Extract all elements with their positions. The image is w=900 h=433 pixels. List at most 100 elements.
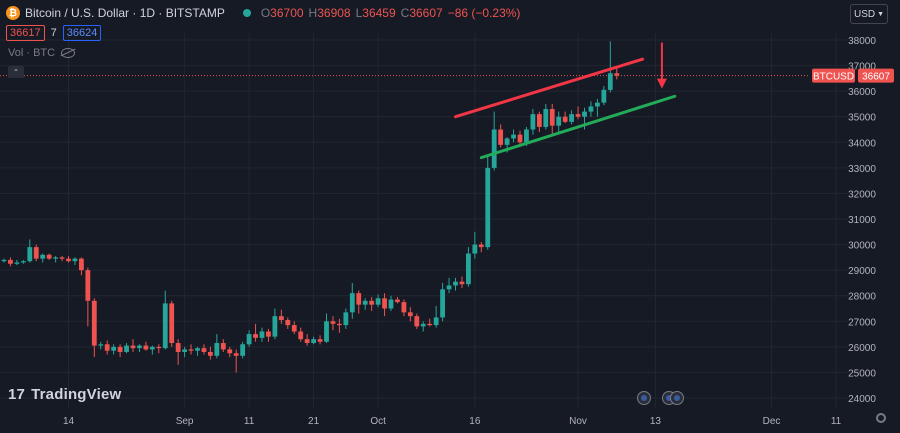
- candle: [414, 313, 420, 329]
- candle: [33, 244, 39, 262]
- ohlc-high-value: 36908: [317, 6, 351, 20]
- candle: [66, 256, 71, 263]
- candle-body: [330, 321, 336, 324]
- candle-body: [459, 281, 465, 285]
- candle: [311, 336, 316, 345]
- candle-body: [266, 331, 271, 337]
- candle: [233, 349, 239, 373]
- candle-body: [8, 259, 13, 264]
- candle-body: [278, 316, 284, 321]
- hide-eye-icon[interactable]: [61, 48, 76, 58]
- candle: [369, 296, 375, 312]
- candle-body: [253, 334, 258, 338]
- candle: [491, 111, 497, 171]
- collapse-legend-button[interactable]: ⌃: [8, 66, 24, 78]
- ohlc-close-value: 36607: [409, 6, 443, 20]
- candle: [143, 341, 149, 351]
- candle-body: [601, 89, 607, 103]
- candle-body: [414, 316, 420, 327]
- us-event-flag-icon[interactable]: [637, 391, 651, 405]
- candle-body: [588, 106, 594, 112]
- candle: [298, 327, 304, 342]
- candle: [569, 110, 574, 125]
- symbol-legend[interactable]: ₿ Bitcoin / U.S. Dollar · 1D · BITSTAMP …: [6, 4, 523, 22]
- buy-button[interactable]: 36624: [62, 25, 102, 41]
- symbol-tag-bg: [812, 68, 855, 83]
- candle: [375, 294, 381, 308]
- candle-body: [104, 344, 110, 351]
- candle-body: [549, 109, 555, 126]
- y-tick-label: 35000: [848, 113, 876, 124]
- candle-body: [175, 343, 181, 352]
- candle: [575, 106, 581, 120]
- sell-button[interactable]: 36617: [6, 25, 45, 41]
- x-tick-label: 21: [308, 416, 320, 427]
- candle: [356, 290, 362, 314]
- y-tick-label: 38000: [848, 36, 876, 47]
- y-tick-label: 37000: [848, 62, 876, 73]
- last-price-tag: 36607: [862, 72, 890, 83]
- candle: [440, 282, 445, 322]
- currency-select[interactable]: USD ▼: [850, 4, 888, 24]
- arrow-head: [656, 78, 667, 89]
- candle: [175, 339, 181, 365]
- candle-body: [388, 299, 394, 309]
- y-tick-label: 30000: [848, 241, 876, 252]
- candle-body: [117, 346, 123, 352]
- y-tick-label: 28000: [848, 292, 876, 303]
- y-tick-label: 31000: [848, 215, 876, 226]
- candle-body: [240, 344, 246, 356]
- candle: [459, 276, 465, 289]
- candle-body: [137, 345, 142, 349]
- candle: [240, 341, 246, 359]
- us-event-flag-icon-3[interactable]: [670, 391, 684, 405]
- candle: [549, 103, 555, 135]
- candle: [433, 305, 439, 328]
- down-arrow-annotation: [656, 42, 667, 89]
- candle-body: [91, 300, 97, 346]
- candle-body: [433, 317, 439, 326]
- candle-body: [169, 303, 175, 344]
- spread-value: 7: [50, 27, 57, 39]
- candle: [395, 296, 400, 304]
- candle-body: [59, 257, 65, 259]
- candle-body: [407, 312, 413, 317]
- x-tick-label: 14: [63, 416, 75, 427]
- resistance-trendline: [454, 57, 645, 119]
- candle-body: [14, 262, 20, 264]
- candle: [1, 258, 7, 263]
- candle: [214, 334, 220, 359]
- candle: [227, 346, 233, 358]
- ohlc-low-key: L: [355, 6, 363, 20]
- settings-gear-icon[interactable]: [876, 413, 886, 423]
- candle-body: [130, 345, 136, 349]
- candle: [156, 344, 162, 354]
- candle-body: [401, 302, 407, 313]
- candle: [27, 239, 33, 263]
- ohlc-open-value: 36700: [270, 6, 304, 20]
- candle-body: [298, 331, 304, 340]
- candle: [595, 98, 600, 117]
- candle-body: [304, 339, 310, 344]
- candle: [111, 344, 117, 355]
- volume-legend[interactable]: Vol · BTC: [8, 47, 76, 59]
- x-tick-label: Dec: [763, 416, 781, 427]
- candle-body: [472, 244, 478, 254]
- candle-body: [395, 299, 400, 303]
- candle-body: [427, 323, 433, 326]
- candle-body: [356, 293, 362, 305]
- candle: [543, 103, 549, 130]
- candle: [607, 41, 613, 93]
- bitcoin-icon: ₿: [6, 6, 20, 20]
- candle: [291, 321, 297, 335]
- ohlc-close-key: C: [400, 6, 410, 20]
- tradingview-logo[interactable]: 17 TradingView: [8, 386, 121, 403]
- candle: [485, 155, 491, 250]
- candle: [517, 130, 523, 145]
- candle-body: [33, 247, 39, 259]
- candle: [453, 277, 458, 291]
- candle: [220, 339, 226, 352]
- candle-body: [40, 254, 46, 259]
- candle: [556, 111, 562, 133]
